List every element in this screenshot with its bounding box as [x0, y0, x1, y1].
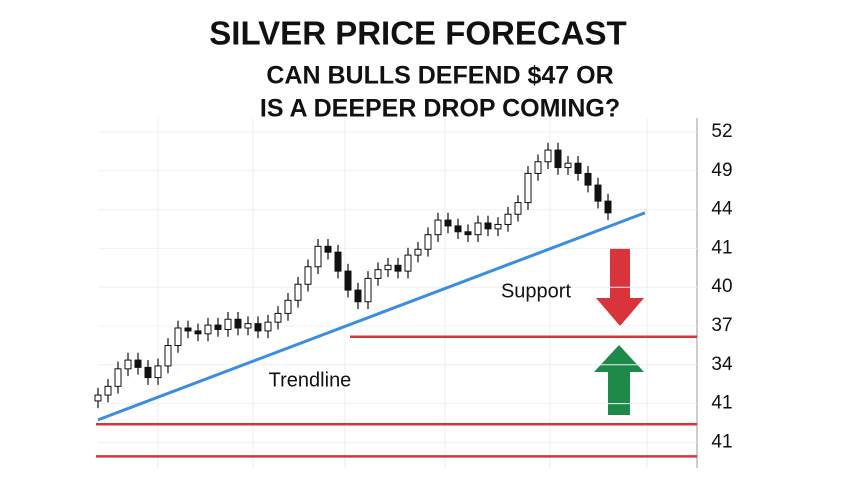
- candle-body: [404, 254, 412, 272]
- candle-body: [344, 270, 352, 291]
- candle-body: [324, 245, 332, 253]
- candle-body: [154, 365, 162, 379]
- candle-body: [114, 368, 122, 387]
- candle-body: [574, 162, 582, 174]
- candle-body: [254, 323, 262, 332]
- y-axis-label: 40: [711, 276, 732, 297]
- y-axis-label: 41: [711, 237, 732, 258]
- candle-body: [554, 149, 562, 169]
- candle-body: [374, 269, 382, 279]
- candle-body: [314, 245, 322, 268]
- candle-body: [124, 359, 132, 370]
- candle-body: [534, 161, 542, 174]
- candle-body: [494, 223, 502, 230]
- down-arrow: [596, 248, 644, 326]
- candle-body: [144, 366, 152, 379]
- trendline-label: Trendline: [269, 369, 352, 391]
- candle-body: [274, 312, 282, 323]
- candle-body: [294, 283, 302, 301]
- candle-body: [604, 200, 612, 214]
- y-axis-label: 44: [711, 199, 733, 220]
- subtitle: CAN BULLS DEFEND $47 OR: [266, 62, 613, 90]
- candle-body: [224, 318, 232, 330]
- candle-body: [434, 219, 442, 236]
- candle-body: [564, 162, 572, 169]
- candle-body: [304, 266, 312, 285]
- candle-body: [244, 323, 252, 329]
- candle-body: [384, 264, 392, 271]
- candle-body: [454, 225, 462, 233]
- y-axis-label: 52: [711, 121, 732, 142]
- candle-body: [174, 327, 182, 346]
- candle-body: [464, 231, 472, 236]
- subtitle: IS A DEEPER DROP COMING?: [260, 95, 620, 123]
- candle-body: [364, 277, 372, 303]
- support-label: Support: [501, 280, 571, 302]
- y-axis-label: 34: [711, 354, 733, 375]
- candle-body: [524, 172, 532, 204]
- y-axis-label: 41: [711, 431, 732, 452]
- candle-body: [544, 149, 552, 163]
- candle-body: [164, 345, 172, 367]
- candle-body: [264, 321, 272, 332]
- candle-body: [594, 184, 602, 202]
- chart-title: SILVER PRICE FORECAST: [209, 15, 626, 52]
- candle-body: [514, 202, 522, 215]
- vertical-grid: [157, 118, 648, 468]
- candle-body: [184, 327, 192, 332]
- up-arrow: [594, 345, 644, 415]
- y-axis-label: 37: [711, 315, 732, 336]
- candle-body: [284, 299, 292, 314]
- candle-body: [194, 330, 202, 335]
- candle-body: [234, 318, 242, 329]
- candle-body: [444, 219, 452, 227]
- candle-body: [424, 234, 432, 250]
- candle-body: [584, 172, 592, 186]
- trendline: [97, 211, 646, 422]
- candle-body: [474, 222, 482, 236]
- y-axis-label: 41: [711, 393, 732, 414]
- candle-body: [414, 248, 422, 256]
- y-axis-label: 49: [711, 160, 732, 181]
- candle-body: [394, 264, 402, 272]
- candle-body: [104, 385, 112, 396]
- candle-body: [484, 222, 492, 230]
- candle-body: [354, 289, 362, 303]
- candle-body: [94, 394, 102, 402]
- candle-body: [204, 324, 212, 335]
- candle-body: [334, 251, 342, 272]
- candle-body: [504, 213, 512, 225]
- candle-body: [214, 324, 222, 330]
- candle-body: [134, 359, 142, 368]
